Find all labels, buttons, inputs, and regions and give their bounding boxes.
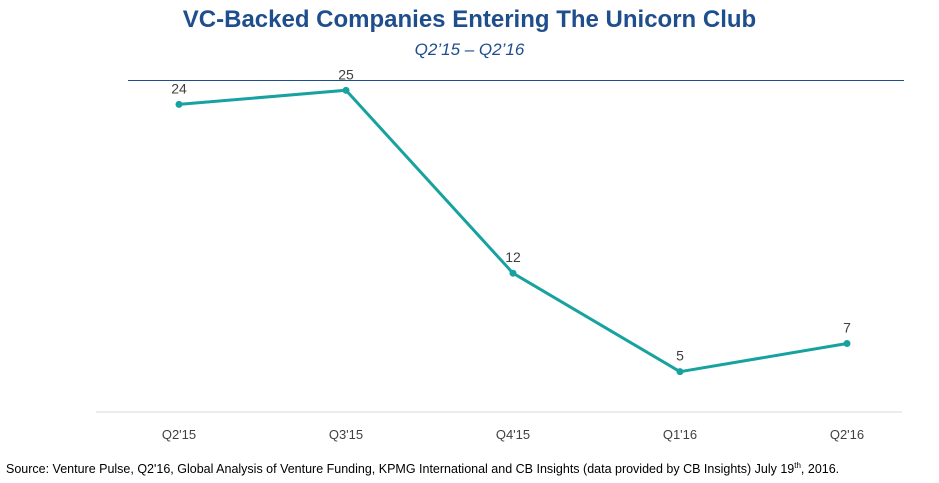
data-point-1	[175, 100, 183, 108]
series-layer	[175, 86, 851, 376]
data-point-5	[843, 340, 851, 348]
data-label-5: 7	[843, 320, 851, 336]
x-tick-label-1: Q2'15	[162, 427, 196, 442]
chart-subtitle: Q2’15 – Q2’16	[414, 40, 525, 59]
data-label-2: 25	[338, 66, 354, 82]
x-axis-tick-labels: Q2'15 Q3'15 Q4'15 Q1'16 Q2'16	[162, 427, 864, 442]
x-tick-label-3: Q4'15	[496, 427, 530, 442]
data-point-3	[509, 269, 517, 277]
x-tick-label-4: Q1'16	[663, 427, 697, 442]
source-text-end: , 2016.	[800, 462, 840, 477]
source-text: Source: Venture Pulse, Q2'16, Global Ana…	[6, 462, 795, 477]
data-point-4	[676, 368, 684, 376]
x-tick-label-5: Q2'16	[830, 427, 864, 442]
data-label-4: 5	[676, 348, 684, 364]
data-label-1: 24	[171, 80, 187, 96]
x-tick-label-2: Q3'15	[329, 427, 363, 442]
chart-title: VC-Backed Companies Entering The Unicorn…	[182, 6, 757, 33]
series-line	[177, 88, 849, 374]
data-labels: 24 25 12 5 7	[171, 66, 851, 363]
data-point-2	[342, 86, 350, 94]
data-label-3: 12	[505, 249, 521, 265]
title-divider	[128, 80, 904, 81]
source-superscript: th	[794, 461, 801, 470]
source-note: Source: Venture Pulse, Q2'16, Global Ana…	[6, 461, 839, 476]
